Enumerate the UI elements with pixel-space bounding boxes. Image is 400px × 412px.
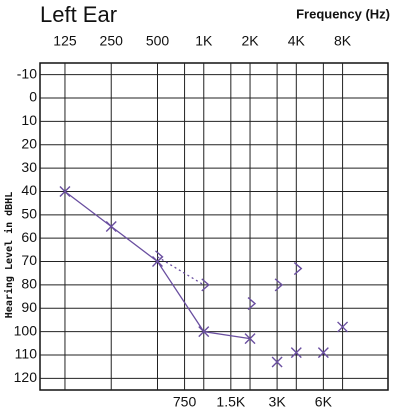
data-point: [155, 250, 164, 264]
y-tick-label: 60: [21, 229, 37, 245]
data-point: [274, 278, 284, 292]
data-point: [247, 297, 257, 311]
data-point: [271, 356, 283, 368]
y-tick-label: 70: [21, 252, 37, 268]
y-tick-label: 20: [21, 135, 37, 151]
y-tick-label: -10: [17, 65, 37, 81]
data-point: [317, 347, 329, 359]
y-tick-label: 10: [21, 112, 37, 128]
x-tick-label: 1.5K: [216, 394, 245, 410]
y-tick-label: 30: [21, 159, 37, 175]
x-tick-label: 4K: [288, 33, 306, 49]
chart-title: Left Ear: [40, 2, 117, 27]
y-tick-label: 50: [21, 206, 37, 222]
plot-frame: [39, 62, 389, 391]
y-tick-label: 120: [14, 369, 38, 385]
y-tick-label: 110: [15, 346, 38, 362]
data-point: [293, 262, 303, 276]
y-tick-label: 0: [29, 89, 37, 105]
x-tick-label: 250: [100, 33, 124, 49]
data-point: [105, 221, 117, 232]
y-tick-label: 40: [21, 182, 37, 198]
x-tick-label: 1K: [195, 33, 213, 49]
x-tick-label: 750: [173, 394, 197, 410]
y-tick-label: 100: [14, 322, 38, 338]
y-tick-label: 90: [21, 299, 37, 315]
x-tick-label: 8K: [334, 33, 352, 49]
x-tick-label: 6K: [315, 394, 333, 410]
x-tick-label: 3K: [269, 394, 287, 410]
y-tick-label: 80: [21, 276, 37, 292]
data-point: [201, 278, 210, 292]
x-tick-label: 125: [53, 33, 77, 49]
data-point: [59, 185, 71, 197]
data-point: [337, 321, 349, 333]
x-tick-label: 500: [146, 33, 170, 49]
data-point: [244, 333, 256, 345]
x-axis-title: Frequency (Hz): [296, 6, 390, 21]
series-line: [157, 256, 205, 286]
x-tick-label: 2K: [241, 33, 259, 49]
data-point: [198, 326, 210, 338]
y-axis-title: Hearing Level in dBHL: [3, 192, 15, 318]
data-point: [290, 347, 302, 359]
